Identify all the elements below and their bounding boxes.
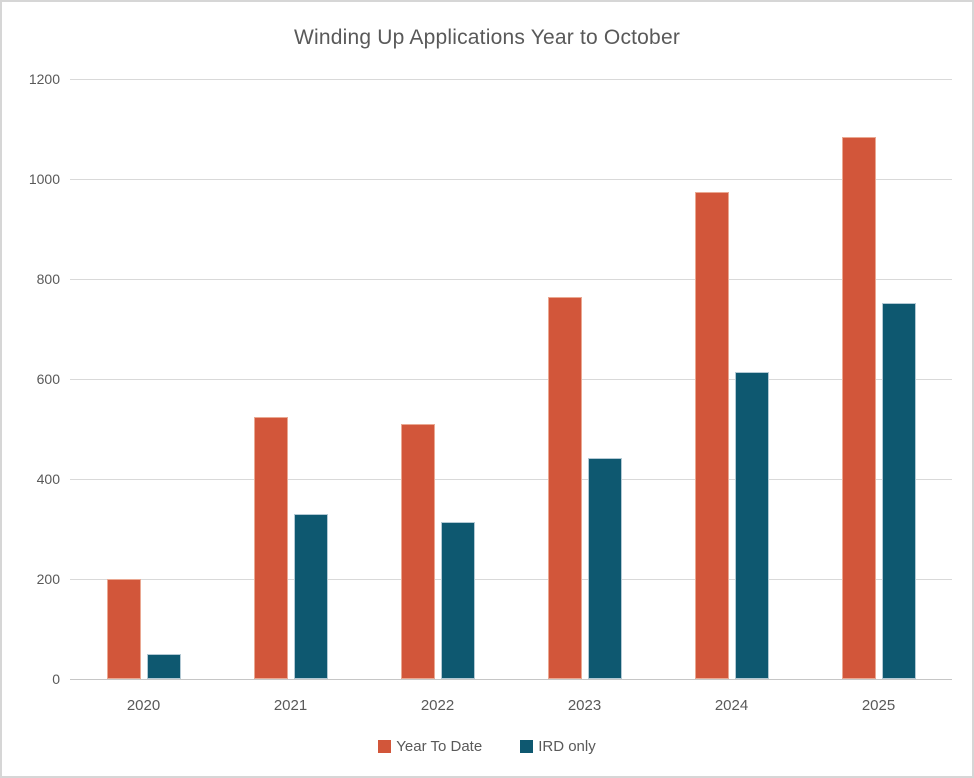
- y-tick-label-800: 800: [36, 271, 60, 287]
- bar-year-to-date-2021: [253, 416, 288, 679]
- bar-ird-only-2025: [881, 303, 916, 679]
- gridline-200: [70, 578, 952, 580]
- bar-ird-only-2024: [734, 371, 769, 679]
- legend: Year To Date IRD only: [2, 738, 972, 755]
- y-tick-label-600: 600: [36, 371, 60, 387]
- gridline-1000: [70, 178, 952, 180]
- x-tick-label-2024: 2024: [714, 697, 749, 714]
- gridline-1200: [70, 78, 952, 80]
- x-tick-label-2023: 2023: [567, 697, 602, 714]
- bar-ird-only-2020: [146, 654, 181, 679]
- gridline-400: [70, 478, 952, 480]
- legend-label-ird-only: IRD only: [538, 738, 596, 755]
- y-tick-label-0: 0: [52, 671, 60, 687]
- bar-year-to-date-2025: [841, 136, 876, 679]
- bar-year-to-date-2023: [547, 296, 582, 679]
- y-tick-label-200: 200: [36, 571, 60, 587]
- bar-ird-only-2021: [293, 514, 328, 679]
- bar-year-to-date-2020: [106, 579, 141, 679]
- gridline-0: [70, 678, 952, 680]
- gridline-800: [70, 278, 952, 280]
- legend-label-year-to-date: Year To Date: [396, 738, 483, 755]
- x-tick-label-2021: 2021: [273, 697, 308, 714]
- x-tick-label-2020: 2020: [126, 697, 161, 714]
- y-tick-label-1200: 1200: [28, 71, 60, 87]
- bar-ird-only-2022: [440, 521, 475, 679]
- y-tick-label-400: 400: [36, 471, 60, 487]
- legend-swatch-year-to-date: [378, 740, 392, 753]
- x-tick-label-2025: 2025: [861, 697, 896, 714]
- legend-item-year-to-date: Year To Date: [378, 738, 482, 755]
- plot-area: [70, 78, 952, 680]
- bar-year-to-date-2022: [400, 423, 435, 679]
- legend-swatch-ird-only: [520, 740, 534, 753]
- y-tick-label-1000: 1000: [28, 171, 60, 187]
- chart-title: Winding Up Applications Year to October: [293, 26, 681, 49]
- gridline-600: [70, 378, 952, 380]
- legend-item-ird-only: IRD only: [520, 738, 596, 755]
- bar-year-to-date-2024: [694, 191, 729, 679]
- x-tick-label-2022: 2022: [420, 697, 455, 714]
- bar-ird-only-2023: [587, 458, 622, 679]
